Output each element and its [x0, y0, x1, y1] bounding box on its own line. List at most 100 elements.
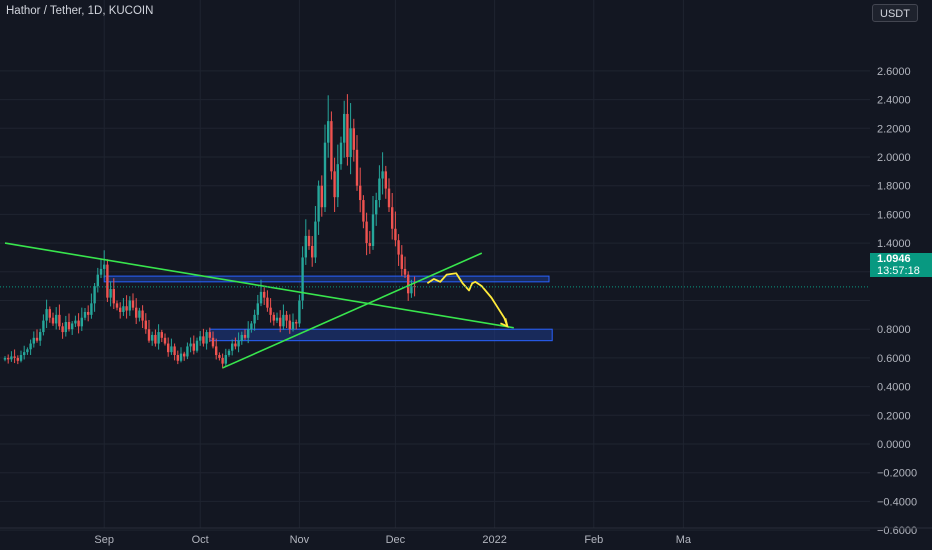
- candle-body: [317, 185, 320, 222]
- bar-countdown-label: 13:57:18: [877, 265, 920, 277]
- candle-body: [266, 297, 269, 308]
- candle-body: [103, 264, 106, 269]
- candle-body: [247, 329, 250, 338]
- candle-body: [397, 240, 400, 255]
- candle-body: [26, 349, 29, 353]
- candle-body: [144, 320, 147, 330]
- y-tick-label: 1.8000: [877, 181, 911, 193]
- candle-body: [330, 121, 333, 172]
- candle-body: [83, 311, 87, 318]
- time-axis: Sep Oct Nov Dec 2022 Feb Ma: [0, 527, 932, 546]
- y-tick-label: 0.8000: [877, 324, 911, 336]
- candle-body: [74, 320, 77, 324]
- candle-body: [211, 337, 215, 347]
- candle-body: [394, 228, 397, 241]
- candle-body: [119, 307, 122, 312]
- candle-body: [141, 310, 144, 321]
- candle-body: [295, 322, 298, 324]
- candle-body: [320, 185, 323, 208]
- trendline-descending: [4, 242, 514, 329]
- candle-body: [336, 164, 339, 198]
- candle-body: [359, 185, 362, 201]
- candle-body: [378, 178, 381, 201]
- candle-body: [352, 128, 355, 150]
- candlesticks: [3, 94, 416, 369]
- candle-body: [109, 289, 112, 298]
- candle-body: [179, 353, 183, 361]
- candle-body: [349, 128, 352, 157]
- candle-body: [115, 303, 119, 308]
- candle-body: [64, 322, 67, 333]
- candle-body: [333, 171, 336, 198]
- y-tick-label: 0.2000: [877, 410, 911, 422]
- candle-body: [135, 307, 138, 318]
- candle-body: [285, 314, 288, 321]
- y-tick-label: 0.0000: [877, 439, 911, 451]
- candle-body: [71, 323, 74, 330]
- current-price-tag: 1.0946 13:57:18: [870, 253, 932, 277]
- candle-body: [170, 346, 173, 353]
- y-tick-label: 0.6000: [877, 353, 911, 365]
- candle-body: [80, 317, 83, 327]
- candle-body: [231, 343, 234, 351]
- candle-body: [301, 257, 304, 301]
- x-tick-label: Ma: [676, 534, 692, 546]
- candle-body: [96, 274, 99, 287]
- candle-body: [99, 268, 103, 275]
- y-tick-label: 1.4000: [877, 238, 911, 250]
- candle-body: [195, 340, 199, 351]
- candle-body: [407, 274, 410, 294]
- candle-body: [205, 332, 208, 344]
- candle-body: [410, 286, 413, 294]
- candle-body: [298, 300, 301, 324]
- x-tick-label: Oct: [192, 534, 209, 546]
- candle-body: [167, 343, 170, 353]
- x-tick-label: Dec: [386, 534, 406, 546]
- candle-body: [282, 314, 285, 327]
- y-tick-label: 2.4000: [877, 95, 911, 107]
- candle-body: [253, 314, 256, 324]
- candle-body: [263, 291, 266, 298]
- y-tick-label: 2.2000: [877, 123, 911, 135]
- candle-body: [343, 113, 346, 143]
- projection-arrowhead: [500, 318, 509, 328]
- candle-body: [125, 306, 128, 311]
- candle-body: [90, 303, 93, 315]
- candle-body: [234, 343, 237, 347]
- candle-body: [32, 337, 35, 344]
- candle-body: [365, 221, 368, 244]
- candle-body: [208, 332, 211, 338]
- candle-body: [391, 207, 394, 229]
- candle-body: [147, 329, 151, 341]
- candle-body: [138, 310, 141, 318]
- candle-body: [131, 300, 135, 308]
- x-tick-label: Feb: [584, 534, 603, 546]
- y-tick-label: −0.4000: [877, 496, 917, 508]
- candle-body: [202, 336, 205, 344]
- candle-body: [176, 355, 179, 361]
- candle-body: [384, 171, 387, 189]
- currency-unit-button[interactable]: USDT: [872, 4, 918, 22]
- candle-body: [381, 171, 384, 179]
- chart-title: Hathor / Tether, 1D, KUCOIN: [6, 5, 154, 17]
- candle-body: [368, 243, 371, 246]
- current-price-label: 1.0946: [877, 253, 911, 265]
- candle-body: [122, 306, 125, 312]
- candle-body: [269, 307, 272, 315]
- candle-body: [87, 311, 90, 315]
- candle-body: [45, 309, 48, 321]
- trendline-ascending: [222, 252, 483, 369]
- candle-body: [339, 142, 343, 165]
- candle-body: [218, 355, 221, 358]
- price-zones: [103, 275, 553, 342]
- candle-body: [199, 336, 202, 341]
- candle-body: [106, 264, 109, 298]
- drawn-lines: [0, 242, 870, 369]
- candle-body: [48, 309, 51, 318]
- candle-body: [403, 268, 407, 275]
- candle-body: [189, 343, 192, 347]
- candle-body: [224, 355, 227, 364]
- candle-body: [163, 337, 167, 344]
- candle-body: [42, 320, 45, 333]
